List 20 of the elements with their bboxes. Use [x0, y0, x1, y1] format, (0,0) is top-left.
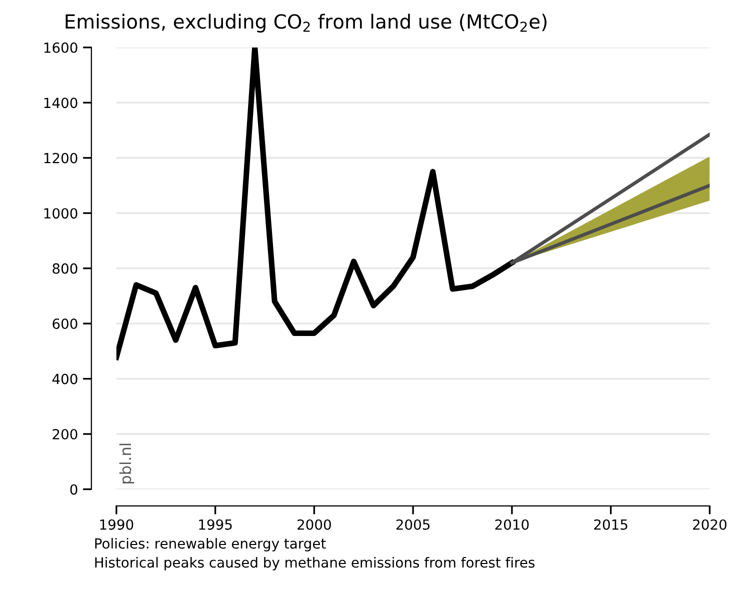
y-tick-label: 800 [52, 263, 78, 274]
y-tick-label: 200 [52, 428, 78, 440]
x-tick-label: 2005 [396, 519, 430, 530]
y-tick-label: 1600 [44, 42, 78, 53]
y-tick-label: 1200 [44, 152, 78, 164]
y-tick-label: 600 [52, 318, 78, 330]
x-tick-label: 2020 [693, 519, 726, 530]
y-tick-label: 0 [70, 484, 78, 495]
y-tick-label: 400 [52, 374, 78, 384]
x-tick-label: 1990 [100, 519, 134, 530]
y-tick-label: 1400 [44, 98, 78, 108]
x-tick-label: 2015 [594, 519, 628, 530]
y-tick-label: 1000 [44, 208, 78, 219]
annotation: pbl.nl [119, 444, 134, 484]
x-tick-label: 2010 [495, 519, 529, 530]
x-tick-label: 2000 [298, 519, 331, 530]
x-tick-label: 1995 [199, 519, 232, 530]
text: Historical peaks caused by methane emissions from forest fires [95, 556, 535, 570]
text: Policies: renewable energy target [95, 538, 326, 552]
chart-title: Emissions, excluding CO$_{2}$ from land use (MtCO$_{2}$e) [66, 14, 547, 33]
